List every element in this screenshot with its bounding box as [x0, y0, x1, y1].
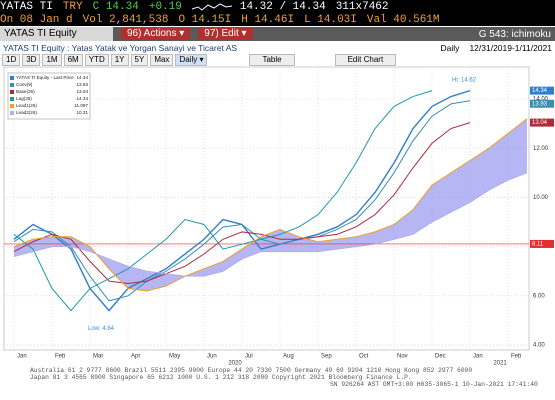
- series-line: [13, 172, 528, 277]
- x-tick-label: Mar: [93, 354, 103, 360]
- footer-line: SN 926264 AST GMT+3:00 H635-3065-1 10-Ja…: [330, 381, 538, 388]
- legend-swatch: [10, 90, 14, 94]
- range-button[interactable]: 1M: [42, 54, 62, 66]
- legend-swatch: [10, 97, 14, 101]
- annotation: Hi: 14.62: [452, 77, 477, 83]
- price-tag-label: 13.04: [532, 120, 548, 126]
- function: G 543: ichimoku: [478, 28, 551, 40]
- sparkline: [191, 2, 232, 11]
- series-line: [13, 118, 528, 292]
- legend-label: Base(26): [16, 89, 35, 94]
- range-button[interactable]: Max: [150, 54, 174, 66]
- series-line: [13, 100, 471, 302]
- description: YATAS TI Equity : Yatas Yatak ve Yorgan …: [3, 42, 238, 53]
- year-label: 2020: [228, 361, 242, 366]
- x-tick-label: Sep: [321, 354, 332, 360]
- date: On 08 Jan d: [0, 13, 73, 26]
- edit-button[interactable]: 97) Edit ▾: [198, 28, 253, 40]
- price-tag: [530, 239, 554, 248]
- high: H 14.46I: [241, 13, 295, 26]
- legend-swatch: [10, 83, 14, 87]
- legend-label: Lead2(26): [16, 110, 37, 115]
- open: O 14.15I: [178, 13, 232, 26]
- legend-swatch: [10, 111, 14, 115]
- legend-label: Conv(9): [16, 82, 33, 87]
- x-tick-label: Apr: [131, 354, 140, 360]
- year-label: 2021: [493, 361, 507, 366]
- price-tag-label: 8.11: [532, 242, 544, 248]
- price-tag-label: 14.34: [532, 88, 548, 94]
- y-tick-label: 10.00: [533, 195, 549, 201]
- price-tag-label: 13.93: [532, 101, 548, 107]
- currency: TRY: [62, 0, 83, 13]
- price-tag: [530, 118, 554, 127]
- legend-value: 13.93: [77, 82, 89, 87]
- legend-swatch: [10, 76, 14, 80]
- value: Val 40.561M: [366, 13, 440, 26]
- legend-value: 11.097: [74, 103, 88, 108]
- stats-line: On 08 Jan d Vol 2,841,538 O 14.15I H 14.…: [0, 13, 555, 26]
- range-button[interactable]: 6M: [63, 54, 83, 66]
- actions-button[interactable]: 96) Actions ▾: [121, 28, 191, 40]
- range-button[interactable]: 5Y: [130, 54, 149, 66]
- legend-value: 13.04: [77, 89, 89, 94]
- x-tick-label: Jan: [17, 354, 27, 360]
- range-button[interactable]: Edit Chart: [334, 54, 397, 66]
- change: +0.19: [148, 0, 182, 13]
- toolbar: YATAS TI Equity 96) Actions ▾ 97) Edit ▾…: [0, 27, 555, 41]
- y-tick-label: 4.00: [533, 343, 545, 349]
- legend-box: [7, 72, 91, 120]
- x-tick-label: Nov: [397, 354, 408, 360]
- price-tag: [530, 86, 554, 95]
- legend-swatch: [10, 104, 14, 108]
- price-tag: [530, 99, 554, 108]
- frequency: Daily: [440, 42, 460, 53]
- low: L 14.03I: [304, 13, 357, 26]
- annotation: Low: 4.84: [88, 326, 115, 332]
- quote-line: YATAS TI TRY C 14.34 +0.19 14.32 / 14.34…: [0, 0, 555, 13]
- last-price: C 14.34: [92, 0, 139, 13]
- legend-value: 10.31: [77, 110, 89, 115]
- footer-line: Japan 81 3 4565 8900 Singapore 65 6212 1…: [30, 374, 412, 381]
- x-tick-label: May: [169, 354, 180, 360]
- volume: Vol 2,841,538: [82, 13, 169, 26]
- range-button[interactable]: 1D: [2, 54, 21, 66]
- x-tick-label: Dec: [435, 354, 446, 360]
- legend-value: 14.34: [77, 75, 89, 80]
- series-line: [13, 90, 433, 312]
- x-tick-label: Feb: [511, 354, 522, 360]
- x-tick-label: Jan: [473, 354, 483, 360]
- ticker: YATAS TI: [0, 0, 53, 13]
- chart: 4.006.008.0010.0012.0014.00JanFebMarAprM…: [3, 66, 554, 366]
- cloud-fill: [14, 118, 527, 291]
- x-tick-label: Jul: [245, 354, 253, 360]
- size: 311x7462: [335, 0, 389, 13]
- range-button[interactable]: 3D: [22, 54, 41, 66]
- x-tick-label: Oct: [359, 354, 369, 360]
- button-bar: 1D 3D 1M 6M YTD 1Y 5Y Max Daily ▾ Table Edit Chart: [0, 54, 555, 66]
- range-button[interactable]: YTD: [84, 54, 109, 66]
- range-button[interactable]: Table: [249, 54, 295, 66]
- legend-label: YATAS TI Equity - Last Price: [16, 75, 74, 80]
- security[interactable]: YATAS TI Equity: [0, 27, 113, 41]
- bid-ask: 14.32 / 14.34: [239, 0, 326, 13]
- x-tick-label: Jun: [207, 354, 217, 360]
- x-tick-label: Aug: [283, 354, 294, 360]
- range: 12/31/2019-1/11/2021: [469, 42, 552, 53]
- range-button[interactable]: Daily ▾: [175, 54, 208, 66]
- x-tick-label: Feb: [55, 354, 66, 360]
- legend-label: Lag(26): [16, 96, 32, 101]
- range-button[interactable]: 1Y: [110, 54, 129, 66]
- subheader: YATAS TI Equity : Yatas Yatak ve Yorgan …: [0, 42, 555, 53]
- y-tick-label: 6.00: [533, 293, 545, 299]
- legend-label: Lead1(26): [16, 103, 37, 108]
- legend-value: 14.34: [77, 96, 89, 101]
- series-line: [13, 122, 471, 285]
- footer-line: Australia 61 2 9777 8600 Brazil 5511 239…: [30, 367, 473, 374]
- y-tick-label: 12.00: [533, 146, 549, 152]
- y-tick-label: 14.00: [533, 97, 549, 103]
